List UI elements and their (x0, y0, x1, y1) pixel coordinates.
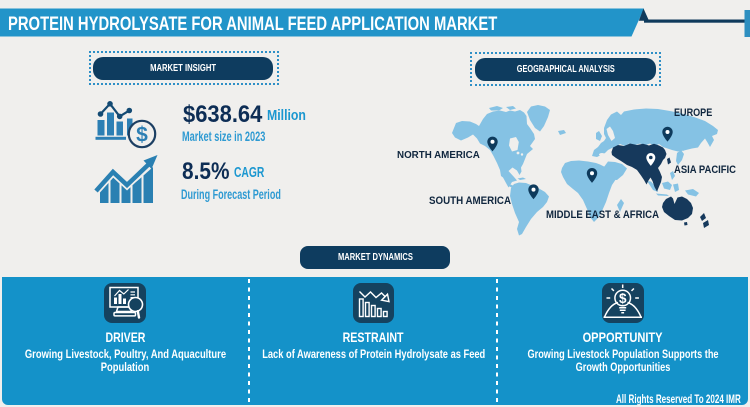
svg-text:$: $ (136, 124, 148, 147)
svg-text:$: $ (619, 291, 627, 306)
